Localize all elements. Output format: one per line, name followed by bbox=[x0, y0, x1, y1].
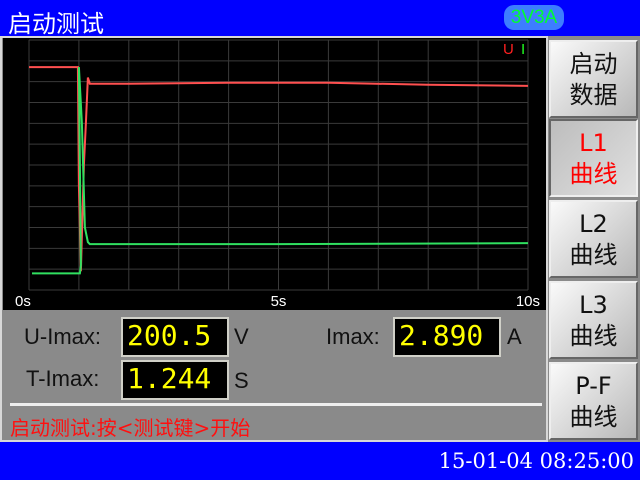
t-imax-unit: S bbox=[234, 368, 249, 393]
t-imax-label: T-Imax: bbox=[26, 366, 100, 391]
button-start-data-0[interactable]: 启动 数据 bbox=[549, 40, 638, 118]
legend-u: U bbox=[503, 41, 514, 58]
button-label-line1: P-F bbox=[575, 372, 612, 400]
button-pf-4[interactable]: P-F 曲线 bbox=[549, 362, 638, 440]
series-line-u bbox=[29, 66, 529, 272]
u-imax-value: 200.5 bbox=[121, 317, 229, 357]
x-tick-label: 5s bbox=[271, 293, 287, 310]
divider bbox=[10, 403, 542, 406]
u-imax-unit: V bbox=[234, 324, 249, 349]
button-label-line2: 曲线 bbox=[569, 403, 618, 431]
imax-label: Imax: bbox=[326, 324, 380, 349]
curve-chart: 0s 5s 10s U I bbox=[3, 38, 546, 310]
button-l3-3[interactable]: L3 曲线 bbox=[549, 281, 638, 359]
button-label-line1: L3 bbox=[579, 291, 608, 319]
x-tick-label: 10s bbox=[516, 293, 540, 310]
button-label-line1: L1 bbox=[579, 129, 608, 157]
title-bar: 启动测试 3V3A bbox=[0, 0, 640, 38]
page-title: 启动测试 bbox=[8, 10, 104, 38]
button-label-line2: 数据 bbox=[569, 81, 618, 109]
button-label-line2: 曲线 bbox=[569, 241, 618, 269]
x-tick-label: 0s bbox=[15, 293, 31, 310]
imax-unit: A bbox=[507, 324, 522, 349]
series-line-i bbox=[31, 67, 529, 275]
datetime: 15-01-04 08:25:00 bbox=[438, 449, 634, 473]
imax-value: 2.890 bbox=[393, 317, 501, 357]
button-label-line2: 曲线 bbox=[569, 322, 618, 350]
button-label-line2: 曲线 bbox=[569, 160, 618, 188]
button-l2-2[interactable]: L2 曲线 bbox=[549, 200, 638, 278]
button-label-line1: 启动 bbox=[569, 50, 618, 78]
button-label-line1: L2 bbox=[579, 210, 608, 238]
t-imax-value: 1.244 bbox=[121, 360, 229, 400]
legend-i: I bbox=[521, 41, 525, 58]
button-l1-1[interactable]: L1 曲线 bbox=[549, 119, 638, 197]
status-message: 启动测试:按<测试键>开始 bbox=[10, 416, 251, 440]
range-badge: 3V3A bbox=[504, 5, 564, 30]
status-bar: 15-01-04 08:25:00 bbox=[0, 442, 640, 480]
u-imax-label: U-Imax: bbox=[24, 324, 101, 349]
